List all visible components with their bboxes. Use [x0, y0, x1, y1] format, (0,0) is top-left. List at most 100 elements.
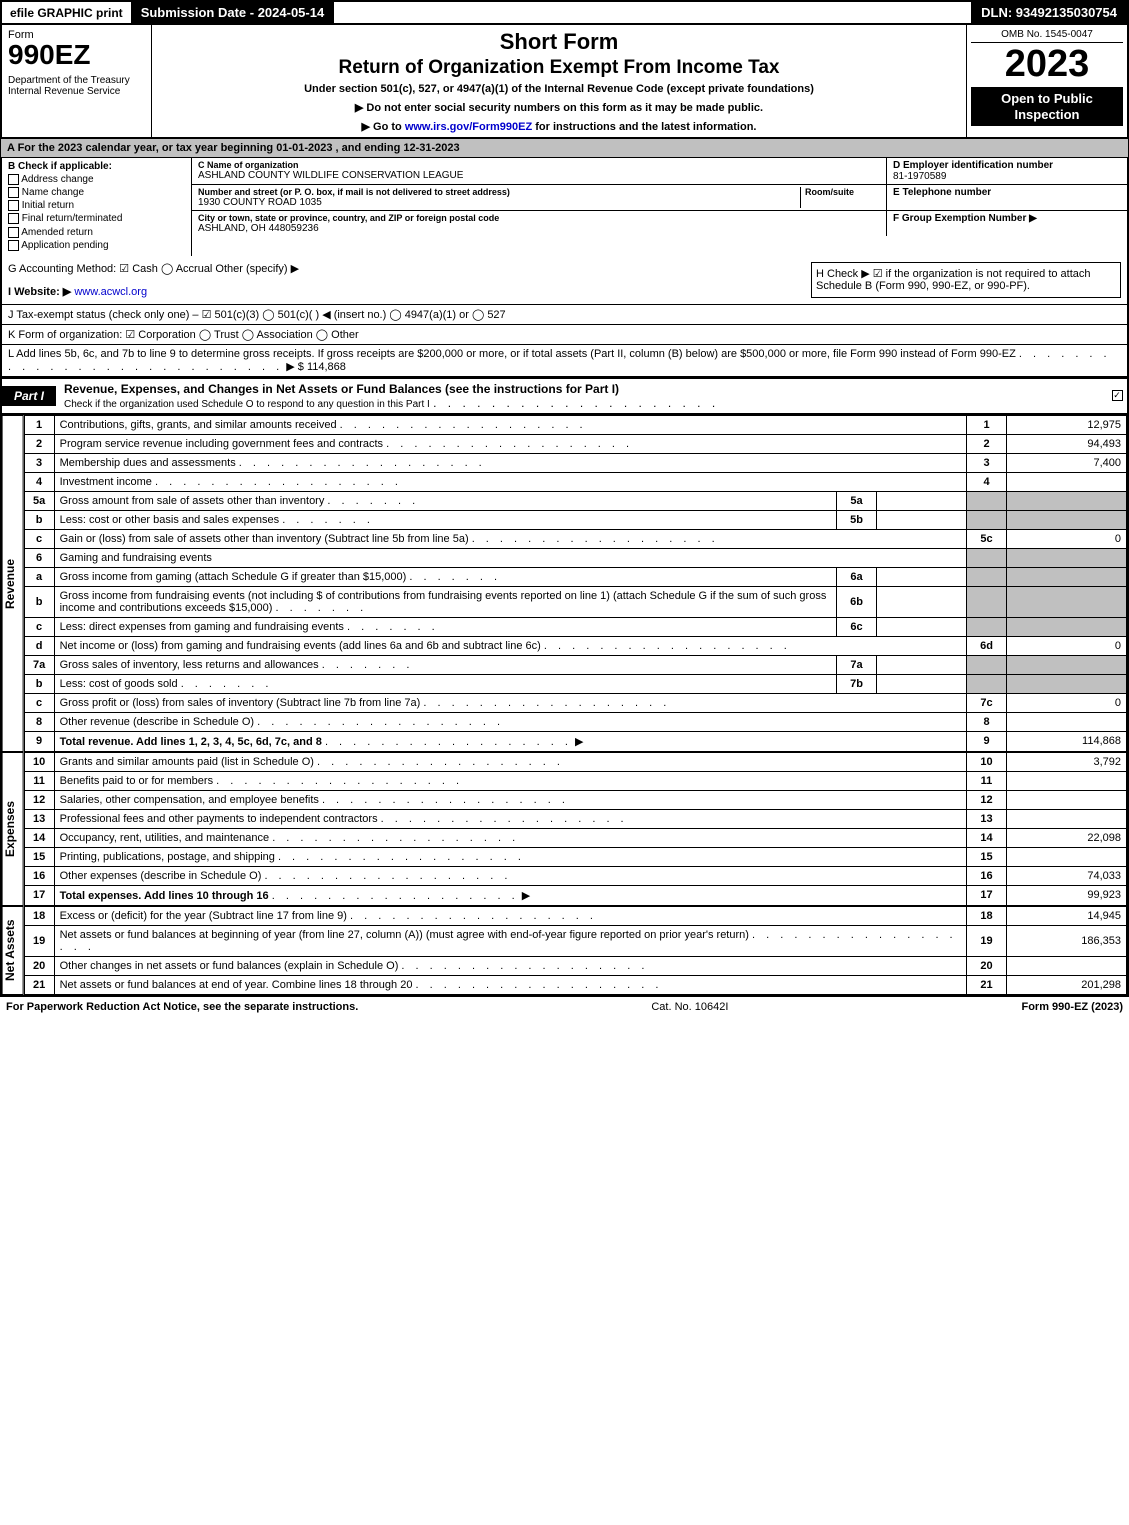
expenses-section: Expenses 10Grants and similar amounts pa… — [0, 752, 1129, 906]
table-row: 10Grants and similar amounts paid (list … — [24, 752, 1126, 771]
submission-date: Submission Date - 2024-05-14 — [131, 2, 335, 23]
line-a: A For the 2023 calendar year, or tax yea… — [0, 138, 1129, 158]
revenue-table: 1Contributions, gifts, grants, and simil… — [24, 415, 1127, 752]
expenses-label: Expenses — [2, 752, 24, 906]
box-c-name: C Name of organization ASHLAND COUNTY WI… — [192, 158, 887, 184]
table-row: 3Membership dues and assessments . . . .… — [24, 453, 1126, 472]
chk-application-pending[interactable]: Application pending — [8, 240, 185, 251]
efile-print[interactable]: efile GRAPHIC print — [2, 4, 131, 22]
irs-link[interactable]: www.irs.gov/Form990EZ — [405, 121, 532, 133]
website-link[interactable]: www.acwcl.org — [74, 286, 147, 298]
tax-year: 2023 — [971, 45, 1123, 83]
note-goto: ▶ Go to www.irs.gov/Form990EZ for instru… — [160, 120, 958, 133]
footer-left: For Paperwork Reduction Act Notice, see … — [6, 1001, 358, 1013]
form-number: 990EZ — [8, 41, 145, 69]
footer: For Paperwork Reduction Act Notice, see … — [0, 997, 1129, 1017]
table-row: 20Other changes in net assets or fund ba… — [24, 956, 1126, 975]
street-value: 1930 COUNTY ROAD 1035 — [198, 197, 800, 208]
part1-header: Part I Revenue, Expenses, and Changes in… — [0, 377, 1129, 415]
table-row: 14Occupancy, rent, utilities, and mainte… — [24, 828, 1126, 847]
section-bcdef: B Check if applicable: Address change Na… — [0, 158, 1129, 256]
line-k: K Form of organization: ☑ Corporation ◯ … — [0, 325, 1129, 345]
table-row: bLess: cost or other basis and sales exp… — [24, 510, 1126, 529]
table-row: 4Investment income . . . . . . . . . . .… — [24, 472, 1126, 491]
table-row: 6Gaming and fundraising events — [24, 548, 1126, 567]
chk-initial-return[interactable]: Initial return — [8, 200, 185, 211]
table-row: 19Net assets or fund balances at beginni… — [24, 925, 1126, 956]
line-l: L Add lines 5b, 6c, and 7b to line 9 to … — [0, 345, 1129, 377]
part1-check[interactable]: ✓ — [1107, 390, 1127, 402]
topbar: efile GRAPHIC print Submission Date - 20… — [0, 0, 1129, 25]
table-row: dNet income or (loss) from gaming and fu… — [24, 636, 1126, 655]
box-b-title: B Check if applicable: — [8, 161, 185, 172]
header-right: OMB No. 1545-0047 2023 Open to Public In… — [967, 25, 1127, 137]
footer-center: Cat. No. 10642I — [651, 1001, 728, 1013]
line-g: G Accounting Method: ☑ Cash ◯ Accrual Ot… — [8, 262, 811, 275]
header-left: Form 990EZ Department of the Treasury In… — [2, 25, 152, 137]
revenue-section: Revenue 1Contributions, gifts, grants, a… — [0, 415, 1129, 752]
part1-tag: Part I — [2, 386, 56, 406]
table-row: 13Professional fees and other payments t… — [24, 809, 1126, 828]
title-return: Return of Organization Exempt From Incom… — [160, 57, 958, 79]
table-row: cGain or (loss) from sale of assets othe… — [24, 529, 1126, 548]
table-row: 12Salaries, other compensation, and empl… — [24, 790, 1126, 809]
table-row: 17Total expenses. Add lines 10 through 1… — [24, 885, 1126, 905]
form-header: Form 990EZ Department of the Treasury In… — [0, 25, 1129, 138]
table-row: bLess: cost of goods sold . . . . . . .7… — [24, 674, 1126, 693]
line-i: I Website: ▶ www.acwcl.org — [8, 285, 811, 298]
revenue-label: Revenue — [2, 415, 24, 752]
table-row: 8Other revenue (describe in Schedule O) … — [24, 712, 1126, 731]
header-center: Short Form Return of Organization Exempt… — [152, 25, 967, 137]
table-row: cLess: direct expenses from gaming and f… — [24, 617, 1126, 636]
box-f: F Group Exemption Number ▶ — [887, 211, 1127, 236]
table-row: aGross income from gaming (attach Schedu… — [24, 567, 1126, 586]
footer-right: Form 990-EZ (2023) — [1021, 1001, 1123, 1013]
part1-title: Revenue, Expenses, and Changes in Net As… — [56, 379, 1107, 413]
box-c-street: Number and street (or P. O. box, if mail… — [192, 185, 887, 210]
netassets-label: Net Assets — [2, 906, 24, 995]
gh-left: G Accounting Method: ☑ Cash ◯ Accrual Ot… — [8, 262, 811, 298]
dept-text: Department of the Treasury Internal Reve… — [8, 75, 145, 97]
box-c-city: City or town, state or province, country… — [192, 211, 887, 236]
chk-amended-return[interactable]: Amended return — [8, 227, 185, 238]
line-h: H Check ▶ ☑ if the organization is not r… — [811, 262, 1121, 298]
dln: DLN: 93492135030754 — [971, 2, 1127, 23]
table-row: 15Printing, publications, postage, and s… — [24, 847, 1126, 866]
phone-label: E Telephone number — [893, 187, 1121, 198]
line-j: J Tax-exempt status (check only one) – ☑… — [0, 305, 1129, 325]
title-short-form: Short Form — [160, 29, 958, 55]
city-value: ASHLAND, OH 448059236 — [198, 223, 880, 234]
city-label: City or town, state or province, country… — [198, 213, 880, 223]
line-l-amount: ▶ $ 114,868 — [286, 361, 346, 373]
name-label: C Name of organization — [198, 160, 880, 170]
table-row: 21Net assets or fund balances at end of … — [24, 975, 1126, 994]
table-row: 18Excess or (deficit) for the year (Subt… — [24, 906, 1126, 925]
org-name: ASHLAND COUNTY WILDLIFE CONSERVATION LEA… — [198, 170, 880, 181]
chk-address-change[interactable]: Address change — [8, 174, 185, 185]
box-e: E Telephone number — [887, 185, 1127, 210]
table-row: 2Program service revenue including gover… — [24, 434, 1126, 453]
table-row: 5aGross amount from sale of assets other… — [24, 491, 1126, 510]
open-inspection: Open to Public Inspection — [971, 87, 1123, 126]
room-label: Room/suite — [805, 187, 880, 197]
table-row: bGross income from fundraising events (n… — [24, 586, 1126, 617]
col-cdef: C Name of organization ASHLAND COUNTY WI… — [192, 158, 1127, 256]
ein-label: D Employer identification number — [893, 160, 1121, 171]
group-exemption-label: F Group Exemption Number ▶ — [893, 213, 1121, 224]
expenses-table: 10Grants and similar amounts paid (list … — [24, 752, 1127, 906]
table-row: 16Other expenses (describe in Schedule O… — [24, 866, 1126, 885]
note-ssn: ▶ Do not enter social security numbers o… — [160, 101, 958, 114]
box-d: D Employer identification number 81-1970… — [887, 158, 1127, 184]
netassets-table: 18Excess or (deficit) for the year (Subt… — [24, 906, 1127, 995]
box-b: B Check if applicable: Address change Na… — [2, 158, 192, 256]
table-row: 9Total revenue. Add lines 1, 2, 3, 4, 5c… — [24, 731, 1126, 751]
netassets-section: Net Assets 18Excess or (deficit) for the… — [0, 906, 1129, 997]
omb-number: OMB No. 1545-0047 — [971, 29, 1123, 43]
street-label: Number and street (or P. O. box, if mail… — [198, 187, 800, 197]
subtitle: Under section 501(c), 527, or 4947(a)(1)… — [160, 83, 958, 95]
table-row: cGross profit or (loss) from sales of in… — [24, 693, 1126, 712]
table-row: 11Benefits paid to or for members . . . … — [24, 771, 1126, 790]
chk-name-change[interactable]: Name change — [8, 187, 185, 198]
chk-final-return[interactable]: Final return/terminated — [8, 213, 185, 224]
table-row: 7aGross sales of inventory, less returns… — [24, 655, 1126, 674]
